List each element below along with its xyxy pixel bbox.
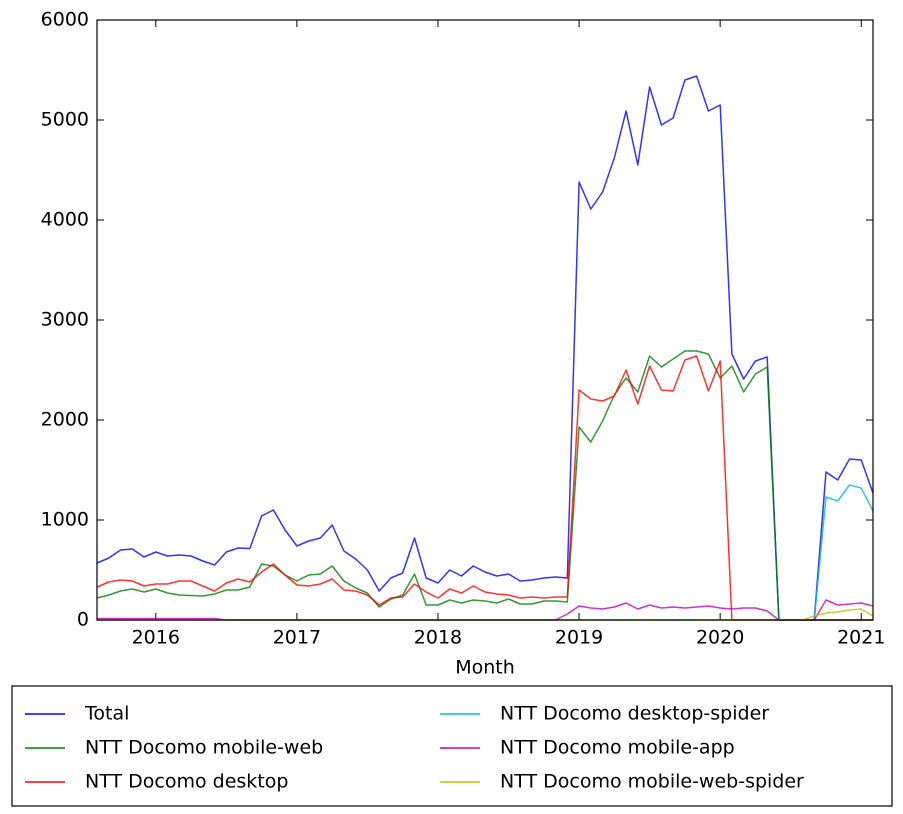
series-line (96, 350, 873, 621)
x-tick-label: 2019 (555, 627, 603, 649)
series-line (97, 484, 874, 621)
y-tick-label: 2000 (41, 409, 89, 431)
y-tick-label: 1000 (41, 509, 89, 531)
plot-frame (96, 19, 874, 621)
series-line (96, 75, 874, 621)
x-tick-label: 2016 (132, 627, 180, 649)
legend-box (11, 685, 893, 807)
y-tick-label: 3000 (41, 309, 89, 331)
legend-label: NTT Docomo desktop-spider (500, 703, 769, 725)
legend-label: NTT Docomo desktop (85, 771, 288, 793)
x-tick-label: 2020 (696, 627, 744, 649)
y-tick-label: 4000 (41, 209, 89, 231)
y-tick-label: 5000 (41, 109, 89, 131)
legend-label: NTT Docomo mobile-app (500, 737, 735, 759)
x-axis-label: Month (455, 657, 515, 679)
series-line (96, 355, 873, 621)
series-line (97, 599, 874, 621)
legend-label: NTT Docomo mobile-web (85, 737, 323, 759)
y-tick-label: 0 (77, 609, 89, 631)
legend-label: NTT Docomo mobile-web-spider (500, 771, 804, 793)
x-tick-label: 2021 (837, 627, 885, 649)
y-tick-label: 6000 (41, 9, 89, 31)
legend-label: Total (84, 703, 129, 725)
x-tick-label: 2018 (414, 627, 462, 649)
x-tick-label: 2017 (273, 627, 321, 649)
